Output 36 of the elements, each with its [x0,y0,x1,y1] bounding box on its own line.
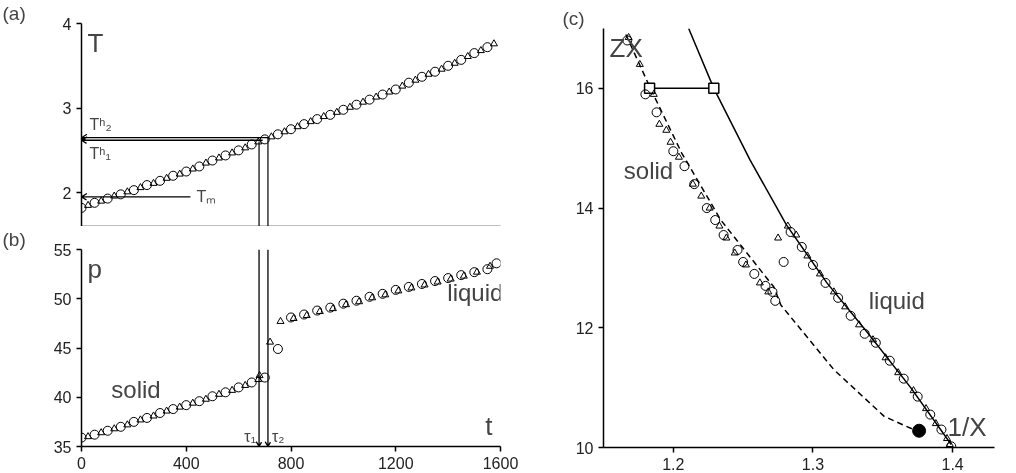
x-axis-title: t [485,410,494,441]
chart-title: (b) [2,228,26,250]
chart-title: (a) [2,2,26,24]
y-tick-label: 45 [53,340,72,357]
annotation: solid [623,157,674,185]
ref-line-label: Tʰ₂ [89,115,112,133]
chart-title: (c) [562,7,585,29]
y-tick-label: 35 [53,438,72,456]
x-tick-label: 800 [277,454,305,472]
x-tick-label: 400 [172,454,200,472]
x-tick-label: 1.4 [941,455,964,473]
y-tick-label: 14 [575,200,594,218]
ref-line-label: τ₁ [244,427,257,445]
y-tick-label: 12 [575,319,594,337]
y-axis-title: T [87,27,104,58]
x-axis-title: 1/X [947,411,987,442]
y-tick-label: 50 [53,290,72,308]
ref-line-label: Tₘ [196,188,217,206]
annotation: solid [111,375,161,403]
x-tick-label: 1200 [377,454,414,472]
y-tick-label: 4 [62,15,72,33]
ref-line-label: τ₂ [271,427,285,445]
y-tick-label: 55 [53,241,72,259]
y-tick-label: 40 [53,389,72,407]
y-axis-title: ZX [609,32,643,63]
y-tick-label: 10 [575,439,594,457]
ref-line-label: Tʰ₁ [89,145,111,163]
y-tick-label: 2 [62,184,72,202]
y-tick-label: 3 [62,100,72,118]
x-tick-label: 1.2 [662,455,685,473]
y-tick-label: 16 [575,80,594,98]
x-tick-label: 0 [77,454,87,472]
y-axis-title: p [87,253,102,284]
x-tick-label: 1.3 [801,455,825,473]
x-tick-label: 1600 [482,454,519,472]
annotation: liquid [868,287,925,315]
